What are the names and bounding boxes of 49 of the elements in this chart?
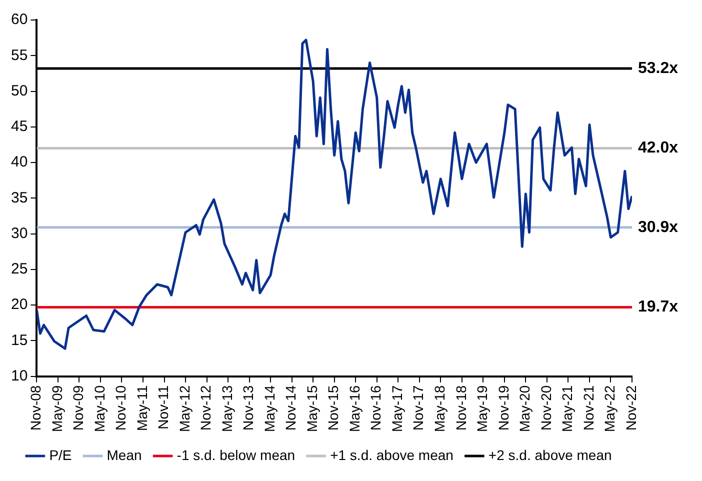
x-tick-label: May-15 — [304, 385, 320, 432]
x-tick-label: May-13 — [218, 385, 235, 432]
x-tick-label: May-09 — [48, 385, 65, 432]
data-label: 53.2x — [638, 60, 678, 77]
x-tick-label: Nov-08 — [28, 385, 44, 430]
x-tick-label: Nov-11 — [155, 385, 172, 430]
x-tick-label: Nov-22 — [622, 385, 639, 430]
y-tick-label: 10 — [10, 367, 28, 384]
data-label: 42.0x — [638, 140, 678, 157]
x-tick-label: Nov-21 — [580, 385, 596, 430]
y-tick-label: 60 — [10, 11, 28, 28]
y-tick-label: 40 — [10, 154, 28, 171]
x-tick-label: May-18 — [432, 385, 448, 432]
x-tick-label: Nov-18 — [452, 385, 469, 430]
x-tick-label: May-14 — [261, 385, 278, 432]
x-tick-label: Nov-13 — [240, 385, 256, 430]
x-tick-label: Nov-20 — [538, 385, 554, 430]
x-tick-label: Nov-12 — [198, 385, 214, 430]
x-tick-label: Nov-09 — [70, 385, 86, 430]
x-tick-label: May-12 — [176, 385, 192, 432]
legend-label: -1 s.d. below mean — [176, 446, 296, 463]
x-tick-label: Nov-14 — [282, 385, 299, 430]
x-tick-label: Nov-15 — [325, 385, 342, 430]
y-tick-label: 45 — [10, 118, 28, 136]
x-tick-label: May-16 — [346, 385, 362, 432]
x-tick-label: May-17 — [388, 385, 405, 432]
y-tick-label: 15 — [10, 332, 28, 349]
x-tick-label: Nov-17 — [410, 385, 426, 430]
x-tick-label: May-20 — [516, 385, 533, 432]
y-tick-label: 50 — [10, 82, 28, 100]
data-label: 19.7x — [638, 298, 678, 316]
legend-label: Mean — [106, 446, 142, 463]
x-tick-label: May-11 — [134, 385, 150, 431]
x-tick-label: May-22 — [602, 385, 618, 432]
x-tick-label: May-19 — [474, 385, 490, 432]
legend-label: +2 s.d. above mean — [488, 446, 612, 463]
x-tick-label: Nov-10 — [112, 385, 129, 430]
legend-label: P/E — [49, 446, 72, 463]
y-tick-label: 25 — [10, 260, 28, 278]
x-tick-label: Nov-19 — [495, 385, 512, 430]
data-label: 30.9x — [638, 218, 678, 236]
y-tick-label: 20 — [10, 296, 28, 314]
x-tick-label: Nov-16 — [368, 385, 384, 430]
x-tick-label: May-21 — [559, 385, 576, 432]
x-tick-label: May-10 — [91, 385, 108, 432]
legend-label: +1 s.d. above mean — [330, 446, 454, 463]
y-tick-label: 30 — [10, 224, 28, 242]
y-tick-label: 55 — [10, 46, 28, 64]
y-tick-label: 35 — [10, 189, 28, 206]
